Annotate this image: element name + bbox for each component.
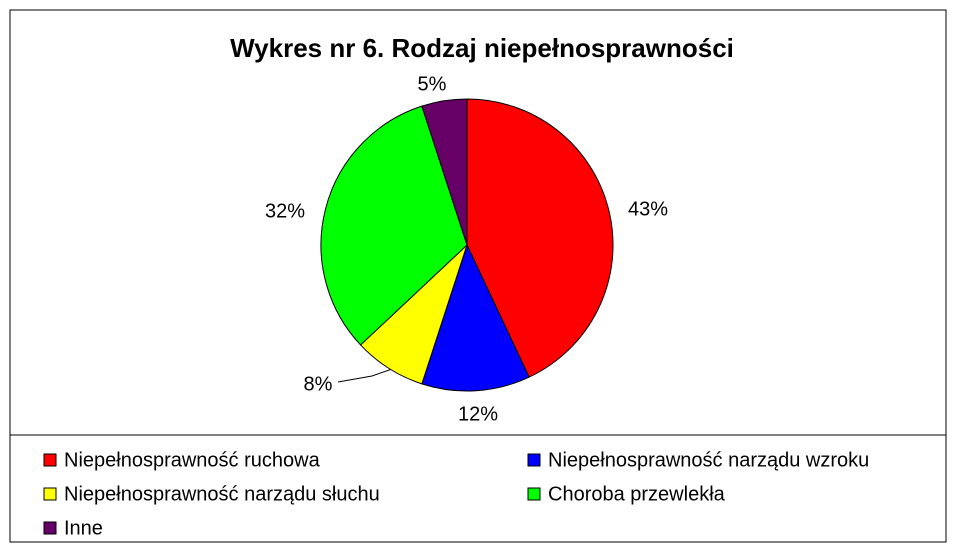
chart-title: Wykres nr 6. Rodzaj niepełnosprawności: [230, 33, 734, 63]
leader-line: [337, 367, 396, 383]
data-label: 5%: [418, 73, 447, 95]
legend-swatch: [527, 453, 541, 467]
data-label: 32%: [265, 200, 305, 222]
legend-label: Niepełnosprawność ruchowa: [64, 449, 321, 471]
legend-swatch: [43, 487, 57, 501]
data-label: 12%: [458, 403, 498, 425]
legend-label: Niepełnosprawność narządu wzroku: [548, 449, 869, 471]
legend-swatch: [527, 487, 541, 501]
pie-slice: [466, 98, 614, 378]
data-label: 43%: [628, 198, 668, 220]
legend-label: Niepełnosprawność narządu słuchu: [64, 483, 380, 505]
pie-slice: [421, 98, 468, 246]
pie-slice: [320, 105, 468, 346]
legend-swatch: [43, 453, 57, 467]
pie-slice: [421, 243, 530, 392]
data-label: 8%: [304, 373, 333, 395]
legend-label: Choroba przewlekła: [548, 483, 726, 505]
legend-label: Inne: [64, 517, 103, 539]
legend-swatch: [43, 521, 57, 535]
